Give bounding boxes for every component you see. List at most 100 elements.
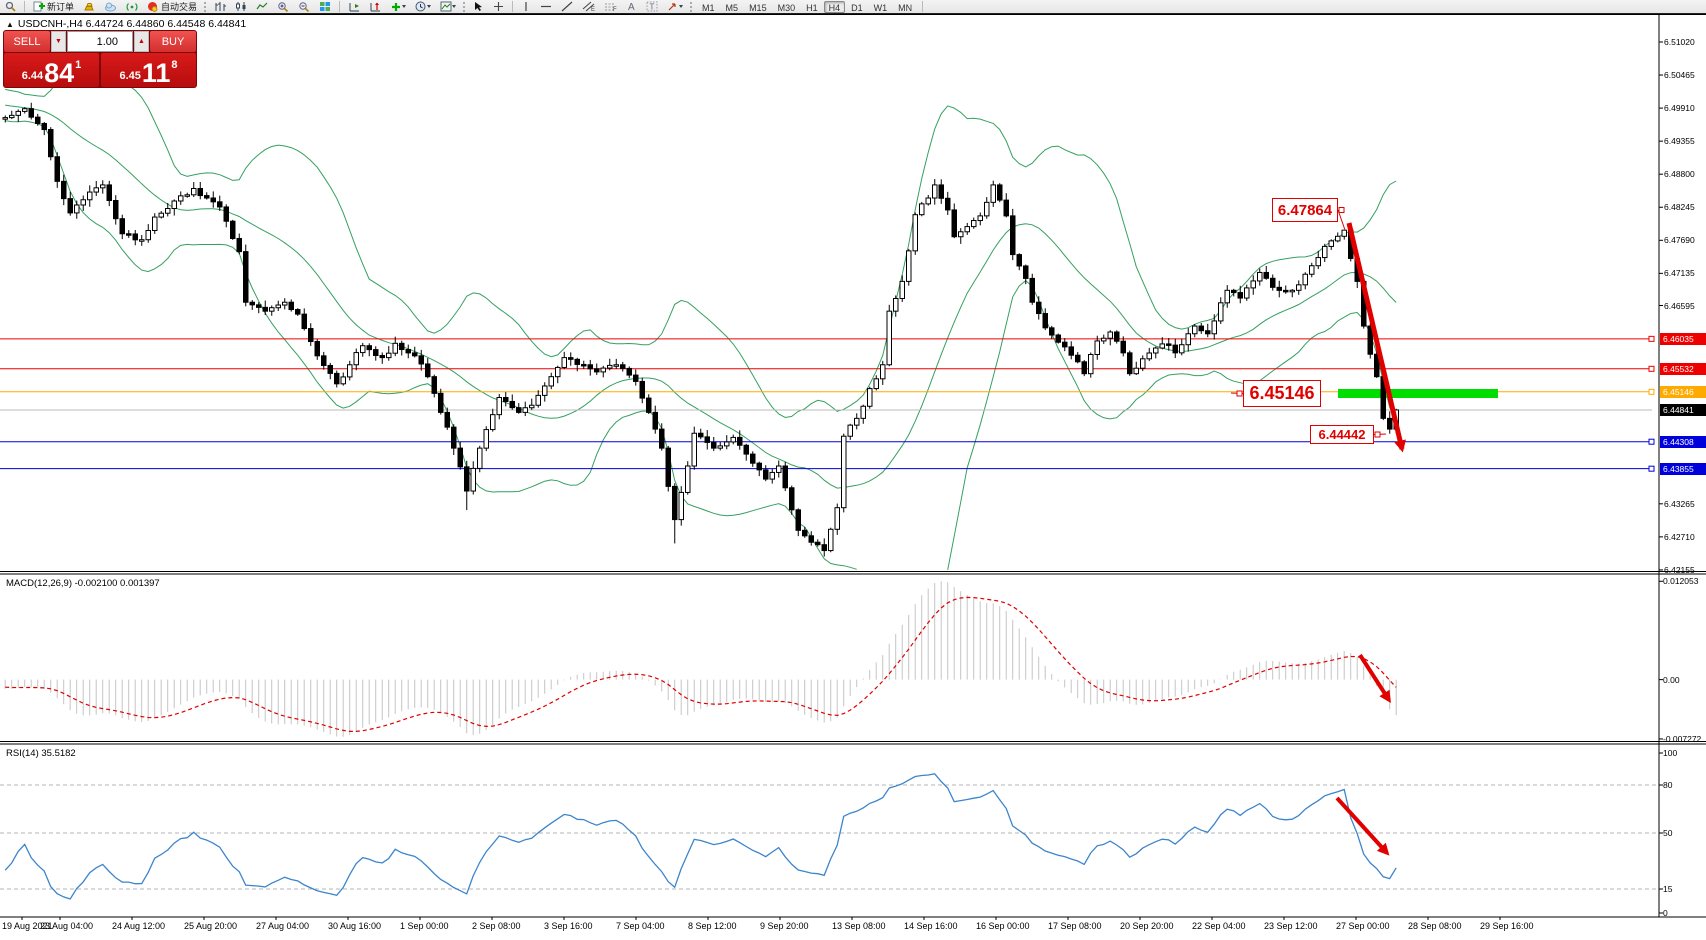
price-axis-tick: 6.51020 [1664, 36, 1695, 47]
main-toolbar: 新订单 自动交易 [0, 0, 1706, 14]
sell-price-big: 84 [44, 58, 75, 88]
crosshair-tool-icon[interactable] [490, 1, 507, 13]
fibonacci-tool-icon[interactable]: F [601, 1, 620, 13]
rsi-axis-tick: 80 [1663, 780, 1673, 790]
price-level-chip: 6.44308 [1660, 435, 1706, 448]
volume-decrease-button[interactable]: ▼ [51, 31, 66, 52]
buy-price-tile[interactable]: 6.45 11 8 [101, 53, 196, 87]
price-axis-tick: 6.43265 [1664, 498, 1695, 509]
price-level-chip: 6.45532 [1660, 362, 1706, 375]
buy-price-sup: 8 [171, 59, 178, 71]
price-axis-tick: 6.50465 [1664, 70, 1695, 81]
timeframe-d1[interactable]: D1 [851, 2, 863, 13]
timeframe-mn[interactable]: MN [898, 2, 913, 13]
new-order-button[interactable]: 新订单 [30, 1, 77, 13]
time-axis-label: 19 Aug 2021 [2, 921, 53, 931]
text-label-tool-icon[interactable]: T [643, 1, 661, 13]
macd-indicator-label: MACD(12,26,9) -0.002100 0.001397 [6, 578, 160, 589]
sell-price-small: 6.44 [21, 70, 44, 82]
price-annotation-label[interactable]: 6.44442 [1310, 425, 1374, 444]
signal-icon[interactable] [123, 1, 141, 13]
new-order-label: 新订单 [47, 1, 75, 12]
bar-chart-mode-icon[interactable] [211, 1, 229, 13]
price-annotation-label[interactable]: 6.45146 [1243, 380, 1321, 407]
collapse-panel-icon[interactable]: ▲ [6, 19, 14, 29]
autotrading-label: 自动交易 [161, 1, 198, 12]
chart-title-bar: ▲ USDCNH-,H4 6.44724 6.44860 6.44548 6.4… [6, 18, 246, 30]
time-axis-label: 13 Sep 08:00 [832, 921, 886, 931]
price-axis-tick: 6.49355 [1664, 136, 1695, 147]
zoom-out-icon[interactable] [295, 1, 313, 13]
price-level-chip: 6.43855 [1660, 462, 1706, 475]
price-axis-tick: 6.47690 [1664, 235, 1695, 246]
search-icon[interactable] [2, 1, 19, 13]
time-axis-label: 3 Sep 16:00 [544, 921, 593, 931]
vertical-line-tool-icon[interactable] [518, 1, 534, 13]
time-axis-label: 2 Sep 08:00 [472, 921, 521, 931]
zoom-in-icon[interactable] [274, 1, 292, 13]
time-axis-label: 20 Sep 20:00 [1120, 921, 1174, 931]
rsi-axis-tick: 0 [1663, 908, 1668, 918]
indicators-add-icon[interactable] [387, 1, 409, 13]
toolbar-grip [463, 1, 466, 12]
price-level-chip: 6.46035 [1660, 332, 1706, 345]
chart-shift-icon[interactable] [345, 1, 363, 13]
sell-price-tile[interactable]: 6.44 84 1 [4, 53, 99, 87]
toolbar-grip [204, 1, 207, 12]
toolbar-separator [339, 1, 341, 12]
trendline-tool-icon[interactable] [558, 1, 576, 13]
arrows-tool-icon[interactable] [664, 1, 686, 13]
price-axis-tick: 6.49910 [1664, 103, 1695, 114]
tile-windows-icon[interactable] [316, 1, 334, 13]
price-axis-tick: 6.47135 [1664, 268, 1695, 279]
time-axis-label: 7 Sep 04:00 [616, 921, 665, 931]
svg-text:T: T [650, 3, 655, 12]
volume-increase-button[interactable]: ▲ [134, 31, 149, 52]
price-axis-tick: 6.42710 [1664, 531, 1695, 542]
gold-icon[interactable] [80, 1, 98, 13]
current-price-chip: 6.44841 [1660, 403, 1706, 416]
one-click-trading-panel: SELL ▼ 1.00 ▲ BUY 6.44 84 1 6.45 11 8 [3, 30, 197, 88]
timeframe-m5[interactable]: M5 [725, 2, 739, 13]
timeframe-m15[interactable]: M15 [749, 2, 767, 13]
equidistant-channel-tool-icon[interactable]: E [579, 1, 598, 13]
autotrading-button[interactable]: 自动交易 [144, 1, 200, 13]
volume-input[interactable]: 1.00 [67, 31, 133, 52]
time-axis-label: 22 Sep 04:00 [1192, 921, 1246, 931]
price-axis-tick: 6.46595 [1664, 300, 1695, 311]
timeframe-m30[interactable]: M30 [777, 2, 796, 13]
time-axis-label: 23 Aug 04:00 [40, 921, 94, 931]
timeframe-w1[interactable]: W1 [873, 2, 888, 13]
cursor-tool-icon[interactable] [470, 1, 487, 13]
sell-price-sup: 1 [75, 59, 82, 71]
rsi-axis-tick: 100 [1663, 748, 1678, 758]
time-axis-label: 8 Sep 12:00 [688, 921, 737, 931]
sell-button[interactable]: SELL [4, 31, 50, 52]
toolbar-grip [690, 1, 693, 12]
rsi-axis-tick: 15 [1663, 884, 1673, 894]
text-tool-icon[interactable]: A [623, 1, 640, 13]
templates-icon[interactable] [437, 1, 459, 13]
timeframe-h1[interactable]: H1 [806, 2, 818, 13]
time-axis-label: 25 Aug 20:00 [184, 921, 238, 931]
time-axis-label: 24 Aug 12:00 [112, 921, 166, 931]
svg-text:E: E [591, 7, 595, 12]
toolbar-separator [512, 1, 514, 12]
price-annotation-label[interactable]: 6.47864 [1272, 198, 1338, 222]
time-axis-label: 28 Sep 08:00 [1408, 921, 1462, 931]
cloud-icon[interactable] [101, 1, 120, 13]
chart-title: USDCNH-,H4 6.44724 6.44860 6.44548 6.448… [17, 18, 247, 30]
price-axis-tick: 6.42155 [1664, 564, 1695, 575]
timeframe-m1[interactable]: M1 [702, 2, 715, 13]
chart-autoscroll-icon[interactable] [366, 1, 384, 13]
buy-button[interactable]: BUY [150, 31, 196, 52]
line-chart-mode-icon[interactable] [253, 1, 271, 13]
horizontal-line-tool-icon[interactable] [537, 1, 555, 13]
candlestick-mode-icon[interactable] [232, 1, 250, 13]
price-level-chip: 6.45146 [1660, 385, 1706, 398]
time-axis-label: 30 Aug 16:00 [328, 921, 382, 931]
buy-price-small: 6.45 [119, 70, 141, 82]
periods-clock-icon[interactable] [412, 1, 434, 13]
timeframe-h4[interactable]: H4 [823, 0, 846, 13]
